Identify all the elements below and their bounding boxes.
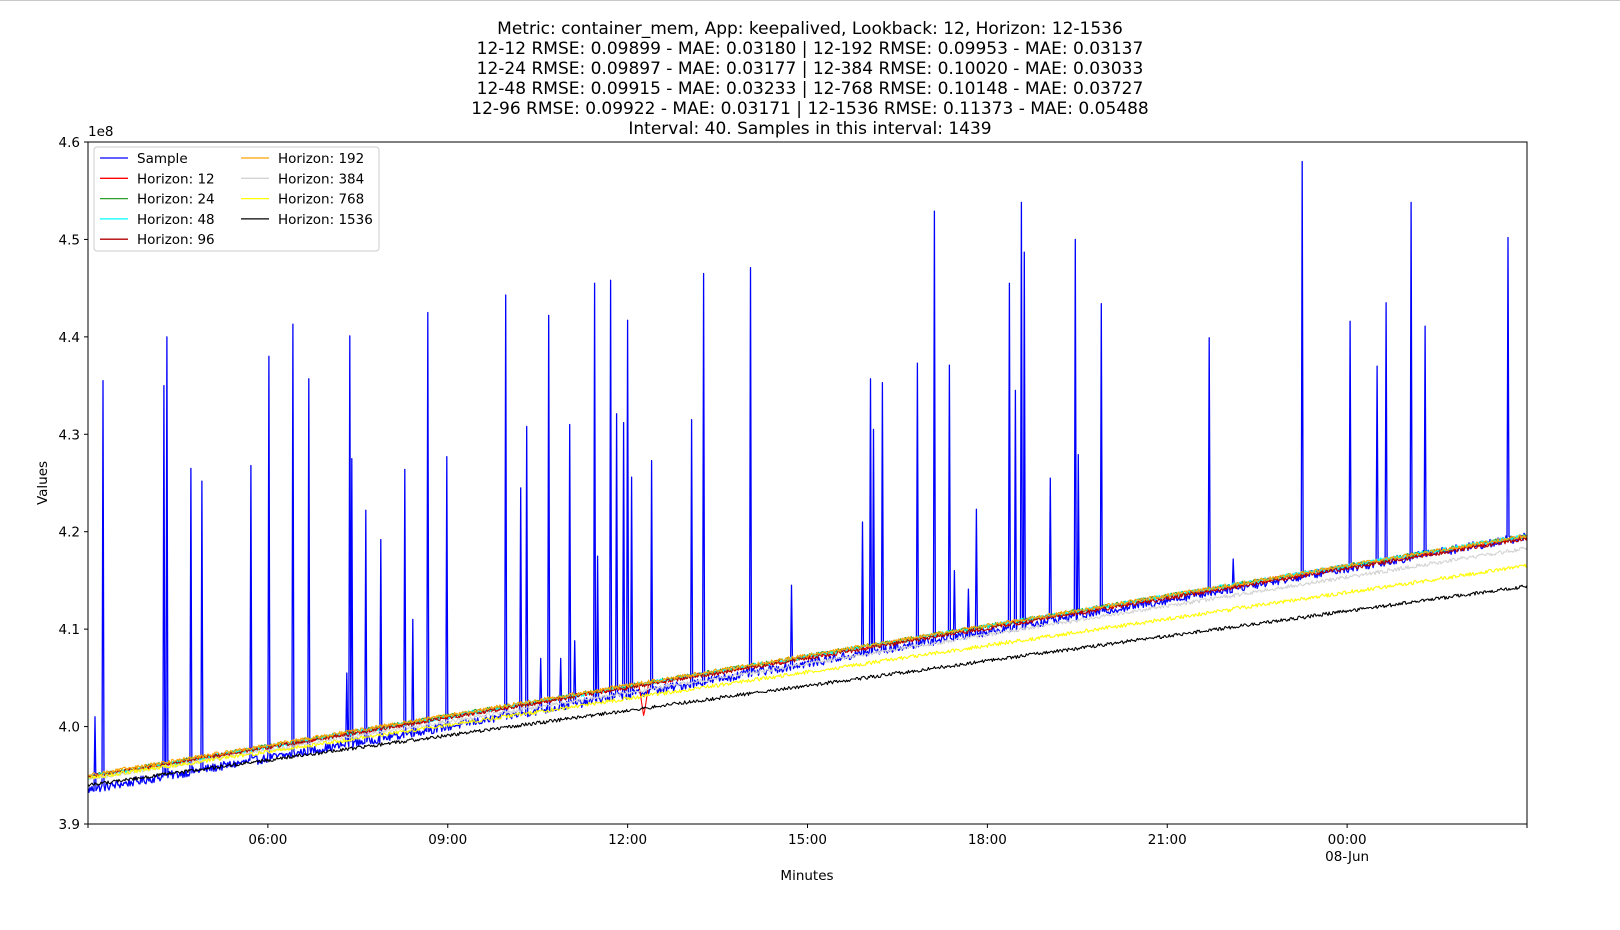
y-axis: 3.9 4.0 4.1 4.2 4.3 4.4 4.5 4.6 (59, 135, 88, 833)
top-border (0, 0, 1620, 1)
series-line-6 (87, 546, 1528, 780)
legend-label-8: Horizon: 1536 (278, 212, 373, 228)
legend-label-5: Horizon: 192 (278, 151, 364, 167)
y-tick-label-7: 4.6 (59, 135, 80, 151)
y-offset-label: 1e8 (88, 124, 113, 140)
x-tick-label-4: 18:00 (968, 832, 1007, 848)
x-tick-label-5: 21:00 (1148, 832, 1187, 848)
legend-box (93, 146, 380, 252)
legend-label-3: Horizon: 48 (137, 212, 215, 228)
x-axis: 06:00 09:00 12:00 15:00 18:00 21:00 00:0008-Ju… (87, 824, 1528, 865)
y-tick-label-3: 4.2 (59, 525, 80, 541)
legend-label-7: Horizon: 768 (278, 192, 364, 208)
series-line-5 (87, 534, 1528, 777)
legend: Sample Horizon: 12 Horizon: 24 Horizon: 48 H… (93, 146, 380, 252)
x-tick-label-6: 00:00 (1328, 832, 1367, 848)
x-tick-label-3: 15:00 (788, 832, 827, 848)
series-line-4 (87, 537, 1528, 780)
x-tick-sublabel-6: 08-Jun (1325, 849, 1369, 865)
chart-title-line-2: 12-12 RMSE: 0.09899 - MAE: 0.03180 | 12-… (476, 39, 1144, 59)
chart-title-line-4: 12-48 RMSE: 0.09915 - MAE: 0.03233 | 12-… (476, 79, 1144, 99)
legend-label-2: Horizon: 24 (137, 192, 215, 208)
y-tick-label-2: 4.1 (59, 622, 80, 638)
y-tick-label-5: 4.4 (59, 330, 80, 346)
x-tick-label-1: 09:00 (428, 832, 467, 848)
y-tick-label-4: 4.3 (59, 427, 80, 443)
y-tick-label-0: 3.9 (59, 817, 80, 833)
legend-label-1: Horizon: 12 (137, 171, 215, 187)
series-line-8 (87, 584, 1528, 787)
series-layer (87, 160, 1528, 793)
y-tick-label-6: 4.5 (59, 232, 80, 248)
x-tick-label-2: 12:00 (608, 832, 647, 848)
x-tick-label-0: 06:00 (248, 832, 287, 848)
legend-label-4: Horizon: 96 (137, 232, 215, 248)
chart-title-line-5: 12-96 RMSE: 0.09922 - MAE: 0.03171 | 12-… (471, 99, 1149, 119)
x-axis-label: Minutes (780, 868, 833, 884)
series-line-0 (87, 160, 1528, 793)
legend-label-0: Sample (137, 151, 188, 167)
legend-label-6: Horizon: 384 (278, 171, 364, 187)
chart-title-line-1: Metric: container_mem, App: keepalived, … (497, 19, 1123, 39)
chart-title-line-3: 12-24 RMSE: 0.09897 - MAE: 0.03177 | 12-… (476, 59, 1144, 79)
series-line-7 (87, 563, 1528, 780)
y-tick-label-1: 4.0 (59, 720, 80, 736)
y-axis-label: Values (35, 461, 51, 505)
chart-title-line-6: Interval: 40. Samples in this interval: … (628, 119, 992, 139)
